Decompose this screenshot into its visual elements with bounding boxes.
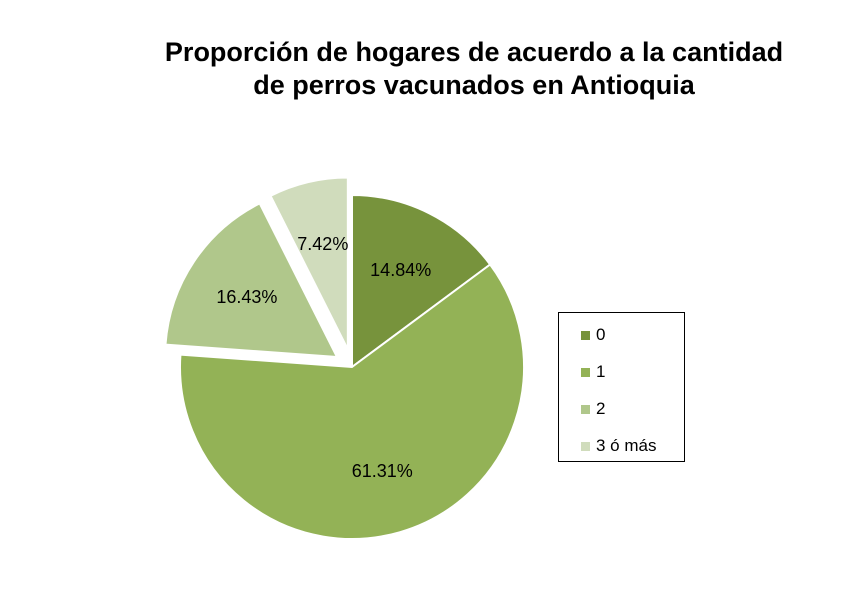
- chart-title: Proporción de hogares de acuerdo a la ca…: [100, 36, 848, 102]
- legend-item-1: 1: [559, 359, 684, 385]
- legend-label-3: 3 ó más: [596, 436, 657, 455]
- pie-slice-3: [269, 176, 349, 350]
- legend-label-0: 0: [596, 325, 606, 344]
- pie-slice-1: [179, 263, 525, 540]
- slice-data-label-1: 61.31%: [352, 461, 413, 481]
- legend-item-3: 3 ó más: [559, 433, 684, 459]
- pie-slice-2: [164, 202, 339, 359]
- slice-data-label-2: 16.43%: [216, 287, 277, 307]
- chart-title-line-1: Proporción de hogares de acuerdo a la ca…: [164, 37, 784, 67]
- legend-label-1: 1: [596, 362, 606, 381]
- legend-item-2: 2: [559, 396, 684, 422]
- legend-item-0: 0: [559, 322, 684, 348]
- chart-title-line-2: de perros vacunados en Antioquia: [253, 70, 695, 100]
- legend: 0 1 2 3 ó más: [558, 312, 685, 462]
- slice-data-label-0: 14.84%: [370, 260, 431, 280]
- legend-swatch-3: [581, 441, 590, 451]
- slice-data-label-3: 7.42%: [297, 234, 348, 254]
- legend-label-2: 2: [596, 399, 606, 418]
- legend-swatch-2: [581, 404, 590, 414]
- legend-swatch-1: [581, 367, 590, 377]
- legend-swatch-0: [581, 330, 590, 340]
- pie-slice-0: [351, 193, 492, 369]
